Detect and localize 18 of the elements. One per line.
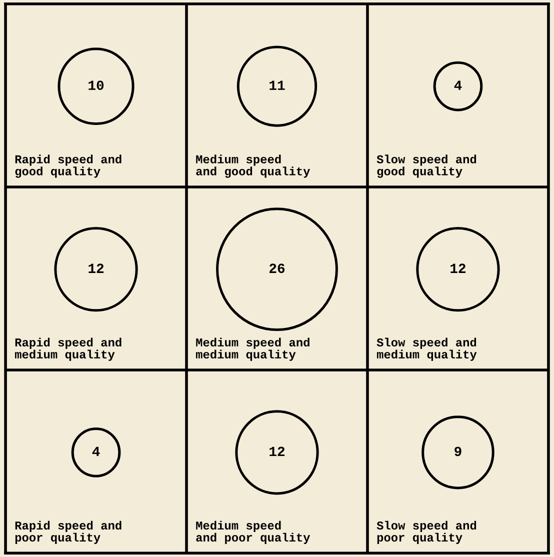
category-label: Slow speed and medium quality bbox=[376, 338, 477, 361]
data-label: 12 bbox=[88, 264, 104, 273]
category-label: Rapid speed and good quality bbox=[15, 154, 122, 178]
category-label: Rapid speed and poor quality bbox=[15, 520, 122, 544]
data-label: 12 bbox=[450, 264, 466, 273]
category-label: Medium speed and poor quality bbox=[196, 520, 310, 544]
category-label: Medium speed and good quality bbox=[196, 154, 310, 178]
data-label: 26 bbox=[270, 264, 285, 274]
data-label: 9 bbox=[454, 446, 462, 456]
category-label: Rapid speed and medium quality bbox=[14, 338, 122, 361]
data-label: 4 bbox=[454, 80, 462, 90]
category-label: Medium speed and medium quality bbox=[196, 338, 310, 361]
data-label: 4 bbox=[92, 446, 100, 456]
category-label: Slow speed and poor quality bbox=[376, 520, 476, 544]
data-label: 10 bbox=[88, 80, 104, 90]
data-label: 11 bbox=[270, 80, 285, 90]
category-label: Slow speed and good quality bbox=[376, 154, 476, 178]
data-label: 12 bbox=[270, 446, 285, 456]
